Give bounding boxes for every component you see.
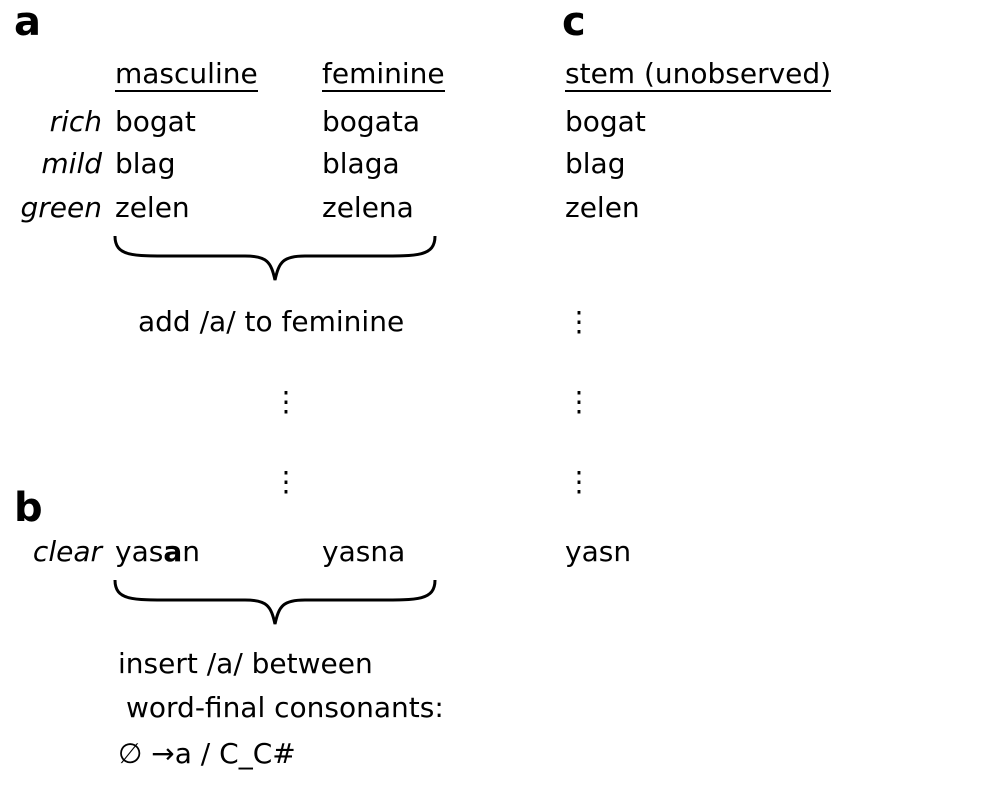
rule-b-line3: ∅ →a / C_C# (118, 740, 296, 768)
rule-a-text: add /a/ to feminine (138, 308, 404, 336)
stem-4: yasn (565, 538, 631, 566)
stem-2: blag (565, 150, 625, 178)
cell-a-masc-3: zelen (115, 194, 190, 222)
cell-b-masc-pre: yas (115, 535, 163, 568)
rule-b-line2: word-final consonants: (126, 694, 444, 722)
header-stem: stem (unobserved) (565, 60, 831, 92)
rowlabel-clear: clear (0, 538, 102, 566)
vdots-left-2: ⋮ (272, 468, 292, 496)
header-feminine-text: feminine (322, 60, 445, 92)
cell-a-fem-2: blaga (322, 150, 400, 178)
vdots-c-3: ⋮ (565, 468, 593, 496)
cell-b-masc-post: n (182, 535, 200, 568)
brace-b (115, 576, 435, 636)
cell-a-masc-2: blag (115, 150, 175, 178)
header-masculine: masculine (115, 60, 258, 92)
header-feminine: feminine (322, 60, 445, 92)
figure-root: a b c masculine feminine stem (unobserve… (0, 0, 1000, 798)
panel-label-b: b (14, 488, 43, 528)
cell-a-fem-3: zelena (322, 194, 414, 222)
panel-label-a: a (14, 2, 41, 42)
cell-b-masc-bold: a (163, 535, 182, 568)
header-masculine-text: masculine (115, 60, 258, 92)
header-stem-text: stem (unobserved) (565, 60, 831, 92)
cell-a-fem-1: bogata (322, 108, 420, 136)
vdots-c-2: ⋮ (565, 388, 593, 416)
cell-b-fem: yasna (322, 538, 405, 566)
cell-a-masc-1: bogat (115, 108, 196, 136)
rowlabel-green: green (0, 194, 102, 222)
brace-a (115, 232, 435, 292)
vdots-left-1: ⋮ (272, 388, 292, 416)
stem-1: bogat (565, 108, 646, 136)
cell-b-masc: yasan (115, 538, 200, 566)
rowlabel-rich: rich (0, 108, 102, 136)
stem-3: zelen (565, 194, 640, 222)
vdots-c-1: ⋮ (565, 308, 593, 336)
rule-b-line1: insert /a/ between (118, 650, 373, 678)
panel-label-c: c (562, 2, 586, 42)
rowlabel-mild: mild (0, 150, 102, 178)
